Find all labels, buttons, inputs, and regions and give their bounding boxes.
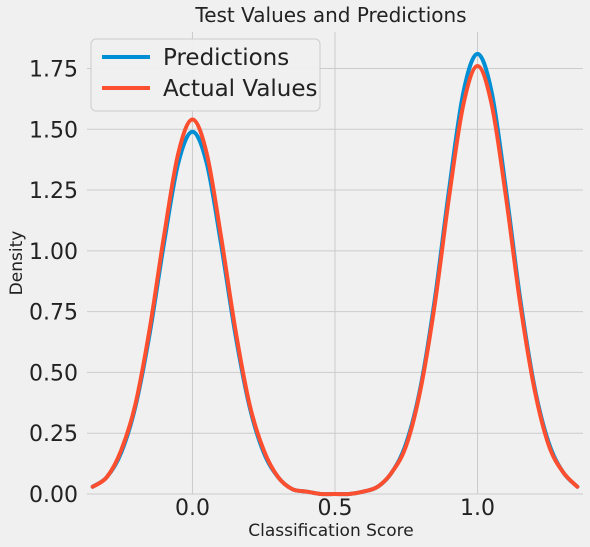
y-axis-label: Density xyxy=(7,231,27,296)
y-tick-label: 0.50 xyxy=(29,361,78,386)
chart-title: Test Values and Predictions xyxy=(194,3,466,27)
x-tick-labels: 0.0 0.5 1.0 xyxy=(175,496,495,521)
y-tick-label: 1.00 xyxy=(29,240,78,265)
y-tick-label: 1.75 xyxy=(29,57,78,82)
y-tick-label: 1.25 xyxy=(29,179,78,204)
x-tick-label: 1.0 xyxy=(460,496,495,521)
x-axis-label: Classification Score xyxy=(248,521,414,541)
legend: Predictions Actual Values xyxy=(91,39,320,111)
legend-label-predictions: Predictions xyxy=(163,45,289,71)
y-tick-labels: 0.00 0.25 0.50 0.75 1.00 1.25 1.50 1.75 xyxy=(29,57,78,508)
legend-label-actual-values: Actual Values xyxy=(163,76,318,102)
y-tick-label: 0.25 xyxy=(29,422,78,447)
x-tick-label: 0.0 xyxy=(175,496,210,521)
x-tick-label: 0.5 xyxy=(318,496,353,521)
y-tick-label: 0.75 xyxy=(29,301,78,326)
y-tick-label: 1.50 xyxy=(29,118,78,143)
y-tick-label: 0.00 xyxy=(29,483,78,508)
